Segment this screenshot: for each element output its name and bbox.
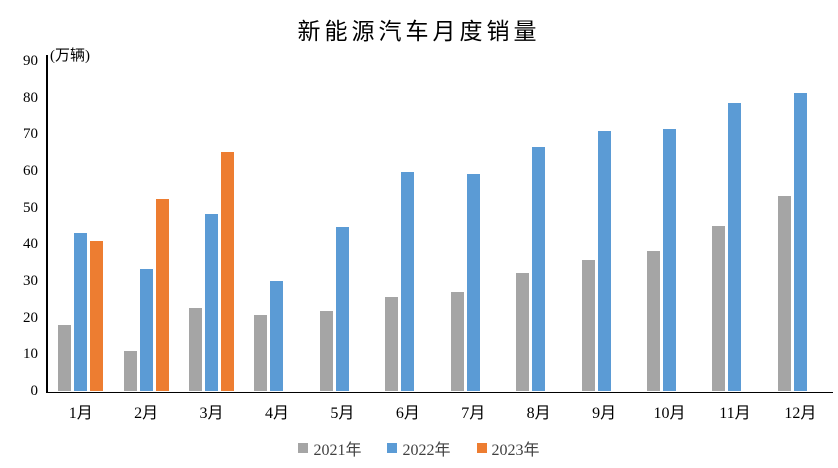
y-tick-label-70: 70 <box>23 126 38 143</box>
y-tick-label-0: 0 <box>30 383 39 399</box>
bar-2021年-1月 <box>58 325 72 391</box>
bar-2021年-6月 <box>385 297 399 391</box>
bar-2022年-7月 <box>466 173 480 391</box>
bar-2021年-8月 <box>516 273 530 391</box>
bar-group-12月 <box>768 61 833 391</box>
bar-2021年-4月 <box>254 315 268 391</box>
bar-group-6月 <box>375 61 440 391</box>
legend-swatch-icon-2023年 <box>476 443 487 453</box>
x-axis-line <box>46 391 833 393</box>
bar-2021年-9月 <box>581 260 595 391</box>
legend-swatch-icon-2022年 <box>387 443 398 453</box>
x-axis-label-1月: 1月 <box>68 405 93 422</box>
legend-label-2021年: 2021年 <box>313 442 362 459</box>
chart-legend: 2021年 2022年 2023年 <box>0 436 838 460</box>
bar-2021年-7月 <box>450 291 464 391</box>
bar-2021年-12月 <box>777 196 791 391</box>
legend-entry-2021年: 2021年 <box>298 436 361 460</box>
bar-2022年-9月 <box>597 131 611 391</box>
x-axis-label-7月: 7月 <box>461 405 486 422</box>
x-axis-labels: 1月 2月 3月 4月 5月 6月 7月 8月 9月 10月 11月 12月 <box>48 399 833 423</box>
bar-group-8月 <box>506 61 571 391</box>
bar-2023年-1月 <box>90 241 104 391</box>
x-axis-label-5月: 5月 <box>330 405 355 422</box>
bar-2021年-5月 <box>319 311 333 391</box>
bar-2021年-11月 <box>712 226 726 391</box>
chart-title: 新能源汽车月度销量 <box>297 19 541 44</box>
bar-2022年-2月 <box>139 268 153 391</box>
x-axis-label-9月: 9月 <box>592 405 617 422</box>
x-axis-label-8月: 8月 <box>526 405 551 422</box>
bar-2022年-3月 <box>205 213 219 391</box>
y-tick-label-20: 20 <box>23 309 38 326</box>
x-axis-label-10月: 10月 <box>653 405 686 422</box>
legend-swatch-icon-2021年 <box>298 443 309 453</box>
x-axis-label-12月: 12月 <box>784 405 817 422</box>
y-tick-label-40: 40 <box>23 236 38 253</box>
bar-group-4月 <box>244 61 309 391</box>
bar-2022年-6月 <box>401 172 415 391</box>
bar-2022年-8月 <box>532 146 546 391</box>
bar-group-11月 <box>702 61 767 391</box>
bar-2022年-4月 <box>270 281 284 391</box>
x-axis-label-2月: 2月 <box>134 405 159 422</box>
bar-group-1月 <box>48 61 113 391</box>
bar-2021年-10月 <box>647 250 660 391</box>
bar-2022年-5月 <box>335 227 349 391</box>
bar-group-5月 <box>310 61 375 391</box>
y-tick-label-30: 30 <box>23 273 38 289</box>
bar-group-9月 <box>571 61 636 391</box>
plot-area <box>48 61 833 391</box>
legend-label-2023年: 2023年 <box>491 442 540 459</box>
bar-group-2月 <box>113 61 178 391</box>
bar-2021年-3月 <box>189 308 203 391</box>
y-tick-label-10: 10 <box>23 346 38 363</box>
legend-entry-2023年: 2023年 <box>476 436 540 460</box>
y-tick-label-50: 50 <box>23 199 38 216</box>
x-axis-label-3月: 3月 <box>199 405 224 422</box>
bar-2022年-1月 <box>74 232 88 391</box>
legend-entry-2022年: 2022年 <box>387 436 451 460</box>
x-axis-label-11月: 11月 <box>719 405 751 422</box>
bar-2022年-11月 <box>728 102 742 391</box>
bar-group-7月 <box>441 61 506 391</box>
legend-label-2022年: 2022年 <box>402 442 451 459</box>
x-axis-label-6月: 6月 <box>395 405 420 422</box>
bar-2022年-12月 <box>793 92 807 391</box>
bar-2023年-3月 <box>221 151 235 391</box>
x-axis-label-4月: 4月 <box>264 405 289 422</box>
bar-2022年-10月 <box>663 129 676 391</box>
bar-group-10月 <box>637 61 702 391</box>
y-tick-label-60: 60 <box>23 163 38 179</box>
y-tick-label-90: 90 <box>23 53 38 69</box>
bar-2023年-2月 <box>155 198 169 391</box>
y-axis-unit-label: (万辆) <box>50 48 90 64</box>
y-axis-line <box>46 55 48 392</box>
bar-2021年-2月 <box>123 350 137 391</box>
y-tick-label-80: 80 <box>23 89 38 106</box>
bar-group-3月 <box>179 61 244 391</box>
